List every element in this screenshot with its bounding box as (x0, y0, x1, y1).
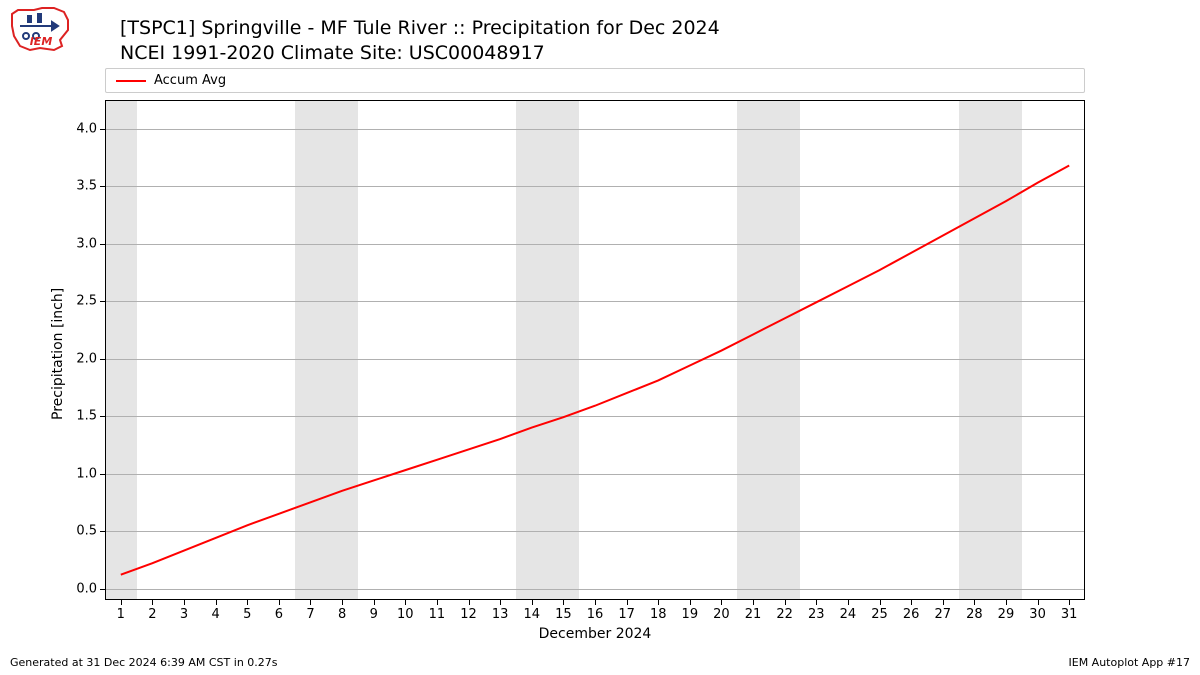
x-tick-mark (152, 600, 153, 605)
plot-area (105, 100, 1085, 600)
chart-title-line1: [TSPC1] Springville - MF Tule River :: P… (120, 16, 720, 41)
x-tick-label: 29 (998, 607, 1015, 622)
x-tick-mark (437, 600, 438, 605)
x-tick-mark (184, 600, 185, 605)
legend-swatch (116, 80, 146, 82)
x-tick-label: 7 (306, 607, 314, 622)
x-tick-mark (374, 600, 375, 605)
x-tick-label: 27 (934, 607, 951, 622)
y-tick-label: 1.0 (65, 466, 97, 481)
x-tick-mark (532, 600, 533, 605)
x-tick-mark (974, 600, 975, 605)
y-tick-mark (100, 589, 105, 590)
x-tick-mark (880, 600, 881, 605)
y-tick-label: 0.5 (65, 524, 97, 539)
x-tick-label: 21 (745, 607, 762, 622)
x-tick-label: 8 (338, 607, 346, 622)
x-tick-label: 28 (966, 607, 983, 622)
x-tick-mark (595, 600, 596, 605)
y-tick-mark (100, 186, 105, 187)
x-tick-mark (247, 600, 248, 605)
x-tick-mark (816, 600, 817, 605)
x-tick-label: 17 (618, 607, 635, 622)
y-tick-mark (100, 301, 105, 302)
x-tick-label: 16 (587, 607, 604, 622)
y-tick-mark (100, 359, 105, 360)
y-tick-mark (100, 244, 105, 245)
x-tick-label: 15 (555, 607, 572, 622)
x-tick-label: 10 (397, 607, 414, 622)
iem-logo: IEM (6, 6, 76, 58)
x-tick-mark (785, 600, 786, 605)
y-tick-label: 0.0 (65, 581, 97, 596)
y-axis-label: Precipitation [inch] (50, 288, 66, 420)
x-tick-mark (279, 600, 280, 605)
x-tick-mark (1069, 600, 1070, 605)
x-tick-mark (658, 600, 659, 605)
y-tick-label: 2.5 (65, 294, 97, 309)
y-tick-label: 3.5 (65, 179, 97, 194)
x-tick-label: 20 (713, 607, 730, 622)
y-tick-mark (100, 531, 105, 532)
x-tick-label: 11 (429, 607, 446, 622)
y-tick-label: 2.0 (65, 351, 97, 366)
x-tick-mark (690, 600, 691, 605)
x-tick-label: 26 (903, 607, 920, 622)
x-tick-label: 12 (460, 607, 477, 622)
x-tick-label: 9 (370, 607, 378, 622)
x-tick-mark (911, 600, 912, 605)
x-tick-label: 22 (776, 607, 793, 622)
x-tick-mark (848, 600, 849, 605)
x-tick-label: 30 (1029, 607, 1046, 622)
y-tick-mark (100, 416, 105, 417)
x-tick-label: 14 (523, 607, 540, 622)
x-tick-label: 5 (243, 607, 251, 622)
x-tick-label: 31 (1061, 607, 1078, 622)
x-tick-label: 2 (148, 607, 156, 622)
series-line (105, 100, 1085, 600)
x-tick-mark (405, 600, 406, 605)
chart-title-line2: NCEI 1991-2020 Climate Site: USC00048917 (120, 41, 720, 66)
legend-label: Accum Avg (154, 73, 226, 88)
x-tick-label: 3 (180, 607, 188, 622)
x-tick-label: 19 (682, 607, 699, 622)
x-tick-mark (943, 600, 944, 605)
legend: Accum Avg (105, 68, 1085, 93)
footer-app: IEM Autoplot App #17 (1069, 656, 1191, 669)
x-tick-mark (216, 600, 217, 605)
y-tick-label: 1.5 (65, 409, 97, 424)
x-tick-mark (469, 600, 470, 605)
footer-generated: Generated at 31 Dec 2024 6:39 AM CST in … (10, 656, 278, 669)
x-tick-mark (627, 600, 628, 605)
x-tick-mark (1038, 600, 1039, 605)
x-tick-mark (121, 600, 122, 605)
x-tick-mark (342, 600, 343, 605)
x-tick-label: 4 (212, 607, 220, 622)
svg-text:IEM: IEM (30, 35, 53, 48)
x-tick-mark (753, 600, 754, 605)
x-axis-label: December 2024 (535, 626, 655, 642)
y-tick-mark (100, 129, 105, 130)
x-tick-label: 18 (650, 607, 667, 622)
x-tick-mark (500, 600, 501, 605)
x-tick-label: 25 (871, 607, 888, 622)
x-tick-mark (563, 600, 564, 605)
y-tick-mark (100, 474, 105, 475)
chart-title-block: [TSPC1] Springville - MF Tule River :: P… (120, 16, 720, 65)
x-tick-label: 1 (117, 607, 125, 622)
x-tick-label: 23 (808, 607, 825, 622)
y-tick-label: 3.0 (65, 236, 97, 251)
x-tick-mark (310, 600, 311, 605)
x-tick-label: 6 (275, 607, 283, 622)
x-tick-label: 13 (492, 607, 509, 622)
y-tick-label: 4.0 (65, 121, 97, 136)
x-tick-mark (721, 600, 722, 605)
x-tick-label: 24 (840, 607, 857, 622)
x-tick-mark (1006, 600, 1007, 605)
